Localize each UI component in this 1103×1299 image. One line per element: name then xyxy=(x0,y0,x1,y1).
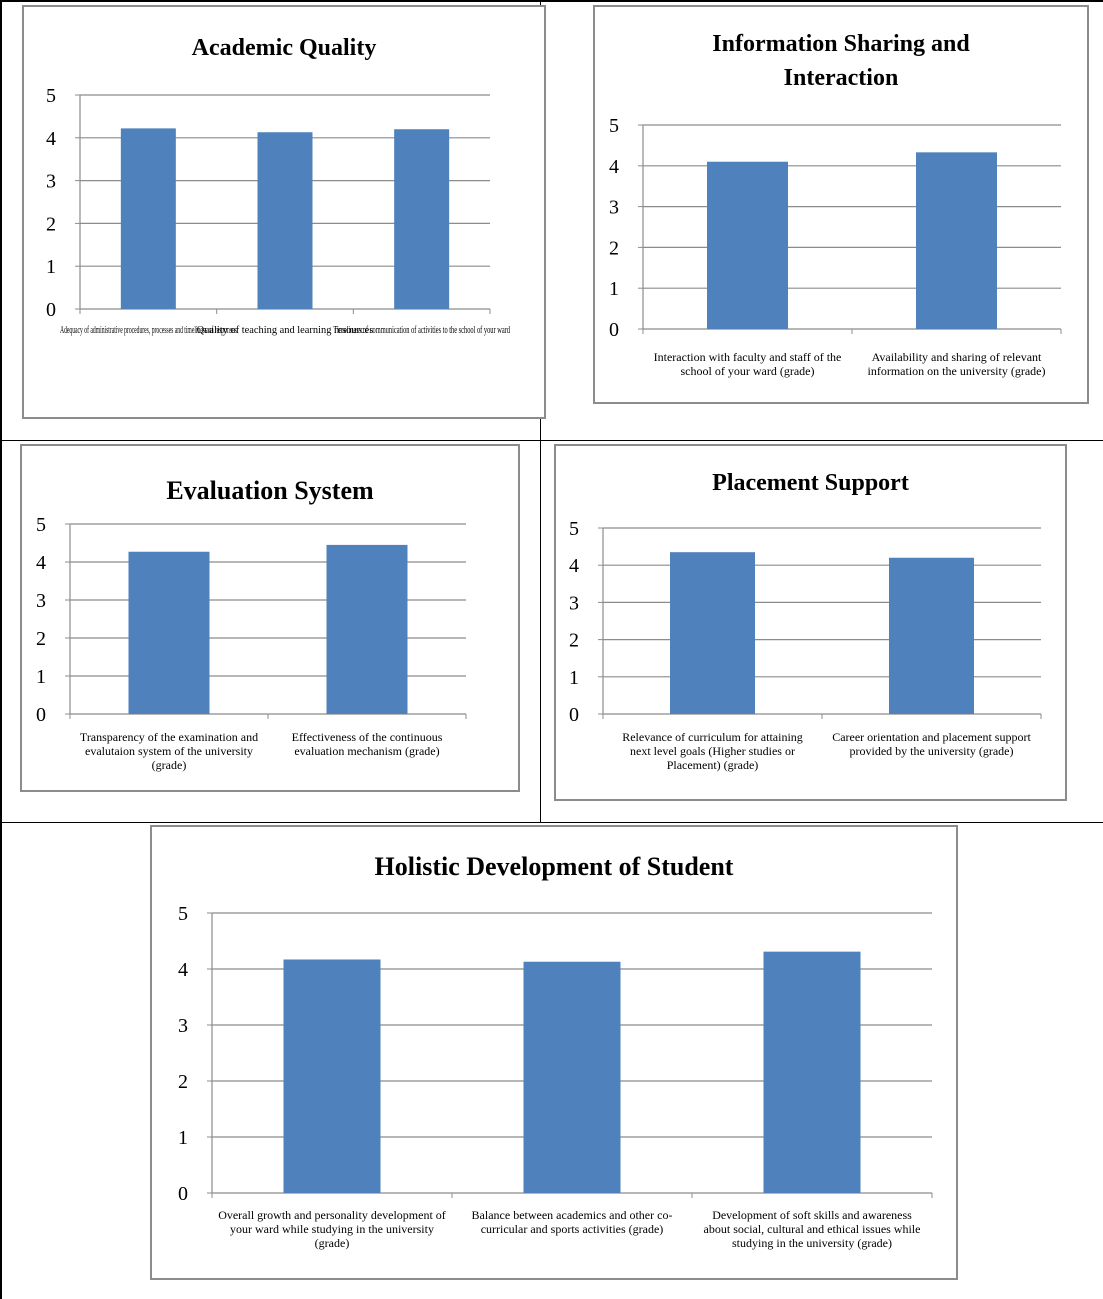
chart-title: Holistic Development of Student xyxy=(375,852,734,881)
y-tick-label: 3 xyxy=(569,592,579,614)
chart-evaluation-system: Evaluation System 0 1 2 3 4 5 Transparency of t… xyxy=(20,444,520,792)
x-category-label: Effectiveness of the continuous xyxy=(292,730,443,744)
x-category-label: Overall growth and personality developme… xyxy=(218,1208,446,1222)
chart-svg-information-sharing: Information Sharing and Interaction 0 1 2 3 4 5… xyxy=(609,31,1062,378)
x-category-label: studying in the university (grade) xyxy=(732,1236,892,1250)
table-rule-row-2 xyxy=(0,822,1103,823)
y-tick-label: 2 xyxy=(569,630,579,652)
y-tick-label: 3 xyxy=(178,1015,188,1037)
bar xyxy=(257,132,313,309)
chart-information-sharing: Information Sharing and Interaction 0 1 2 3 4 5… xyxy=(593,5,1089,404)
chart-title: Interaction xyxy=(784,65,899,91)
chart-svg-placement-support: Placement Support 0 1 2 3 4 5 Relevance of curr… xyxy=(569,470,1042,772)
x-category-label: evalutaion system of the university xyxy=(85,744,253,758)
y-tick-label: 0 xyxy=(178,1183,188,1205)
x-category-label: Interaction with faculty and staff of th… xyxy=(654,350,842,364)
y-tick-label: 5 xyxy=(36,514,46,536)
y-tick-label: 4 xyxy=(569,555,579,577)
bar xyxy=(326,544,408,714)
x-category-label: school of your ward (grade) xyxy=(681,364,815,378)
x-category-label: about social, cultural and ethical issue… xyxy=(704,1222,921,1236)
y-tick-label: 5 xyxy=(46,85,56,107)
chart-svg-evaluation-system: Evaluation System 0 1 2 3 4 5 Transparency of t… xyxy=(36,476,467,772)
x-category-label: your ward while studying in the universi… xyxy=(230,1222,434,1236)
x-category-label: next level goals (Higher studies or xyxy=(630,744,795,758)
y-tick-label: 4 xyxy=(36,552,46,574)
y-tick-label: 5 xyxy=(569,518,579,540)
chart-title: Information Sharing and xyxy=(712,31,970,57)
bar xyxy=(707,161,788,329)
y-tick-label: 0 xyxy=(46,299,56,321)
y-tick-label: 0 xyxy=(569,704,579,726)
bar xyxy=(523,961,621,1193)
chart-svg-holistic-development: Holistic Development of Student 0 1 2 3 4 5 Ove… xyxy=(178,852,933,1250)
x-category-label: Transparency of the examination and xyxy=(80,730,258,744)
y-tick-label: 3 xyxy=(36,590,46,612)
x-category-label: curricular and sports activities (grade) xyxy=(481,1222,664,1236)
x-category-label: Balance between academics and other co- xyxy=(472,1208,673,1222)
y-tick-label: 0 xyxy=(36,704,46,726)
y-tick-label: 4 xyxy=(46,128,56,150)
bar xyxy=(283,959,381,1193)
bar xyxy=(763,951,861,1193)
bar xyxy=(128,551,210,714)
table-rule-left xyxy=(0,0,2,1299)
x-category-label: Career orientation and placement support xyxy=(832,730,1031,744)
chart-placement-support: Placement Support 0 1 2 3 4 5 Relevance of curr… xyxy=(554,444,1067,801)
x-category-label: (grade) xyxy=(315,1236,350,1250)
x-category-label: (grade) xyxy=(152,758,187,772)
x-category-label: Availability and sharing of relevant xyxy=(872,350,1042,364)
chart-title: Evaluation System xyxy=(166,476,374,505)
bar xyxy=(120,128,176,309)
y-tick-label: 1 xyxy=(46,256,56,278)
x-category-label: evaluation mechanism (grade) xyxy=(294,744,439,758)
bar xyxy=(889,557,974,714)
chart-academic-quality: Academic Quality 0 1 2 3 4 5 Adequacy of admini… xyxy=(22,5,546,419)
x-category-label: Timeliness of communication of activitie… xyxy=(333,324,510,336)
y-tick-label: 2 xyxy=(609,237,619,259)
x-category-label: Development of soft skills and awareness xyxy=(712,1208,912,1222)
table-rule-top xyxy=(0,0,1103,2)
y-tick-label: 1 xyxy=(569,667,579,689)
chart-svg-academic-quality: Academic Quality 0 1 2 3 4 5 Adequacy of admini… xyxy=(46,35,510,336)
y-tick-label: 1 xyxy=(178,1127,188,1149)
x-category-label: provided by the university (grade) xyxy=(850,744,1014,758)
y-tick-label: 0 xyxy=(609,319,619,341)
bar xyxy=(394,129,450,309)
chart-holistic-development: Holistic Development of Student 0 1 2 3 4 5 Ove… xyxy=(150,825,958,1280)
y-tick-label: 2 xyxy=(46,213,56,235)
chart-title: Academic Quality xyxy=(192,35,377,61)
table-rule-row-1 xyxy=(0,440,1103,441)
y-tick-label: 2 xyxy=(36,628,46,650)
y-tick-label: 1 xyxy=(609,278,619,300)
y-tick-label: 5 xyxy=(609,115,619,137)
x-category-label: information on the university (grade) xyxy=(868,364,1046,378)
x-category-label: Quality of teaching and learning resourc… xyxy=(197,324,374,336)
y-tick-label: 4 xyxy=(178,959,188,981)
x-category-label: Relevance of curriculum for attaining xyxy=(622,730,803,744)
chart-title: Placement Support xyxy=(712,470,909,496)
bar xyxy=(916,152,997,329)
y-tick-label: 3 xyxy=(46,171,56,193)
y-tick-label: 4 xyxy=(609,156,619,178)
y-tick-label: 1 xyxy=(36,666,46,688)
bar xyxy=(670,552,755,714)
y-tick-label: 2 xyxy=(178,1071,188,1093)
y-tick-label: 5 xyxy=(178,903,188,925)
x-category-label: Adequacy of administrative procedures, p… xyxy=(60,324,237,336)
y-tick-label: 3 xyxy=(609,197,619,219)
x-category-label: Placement) (grade) xyxy=(667,758,759,772)
table-rule-mid-vertical-2 xyxy=(540,440,541,823)
